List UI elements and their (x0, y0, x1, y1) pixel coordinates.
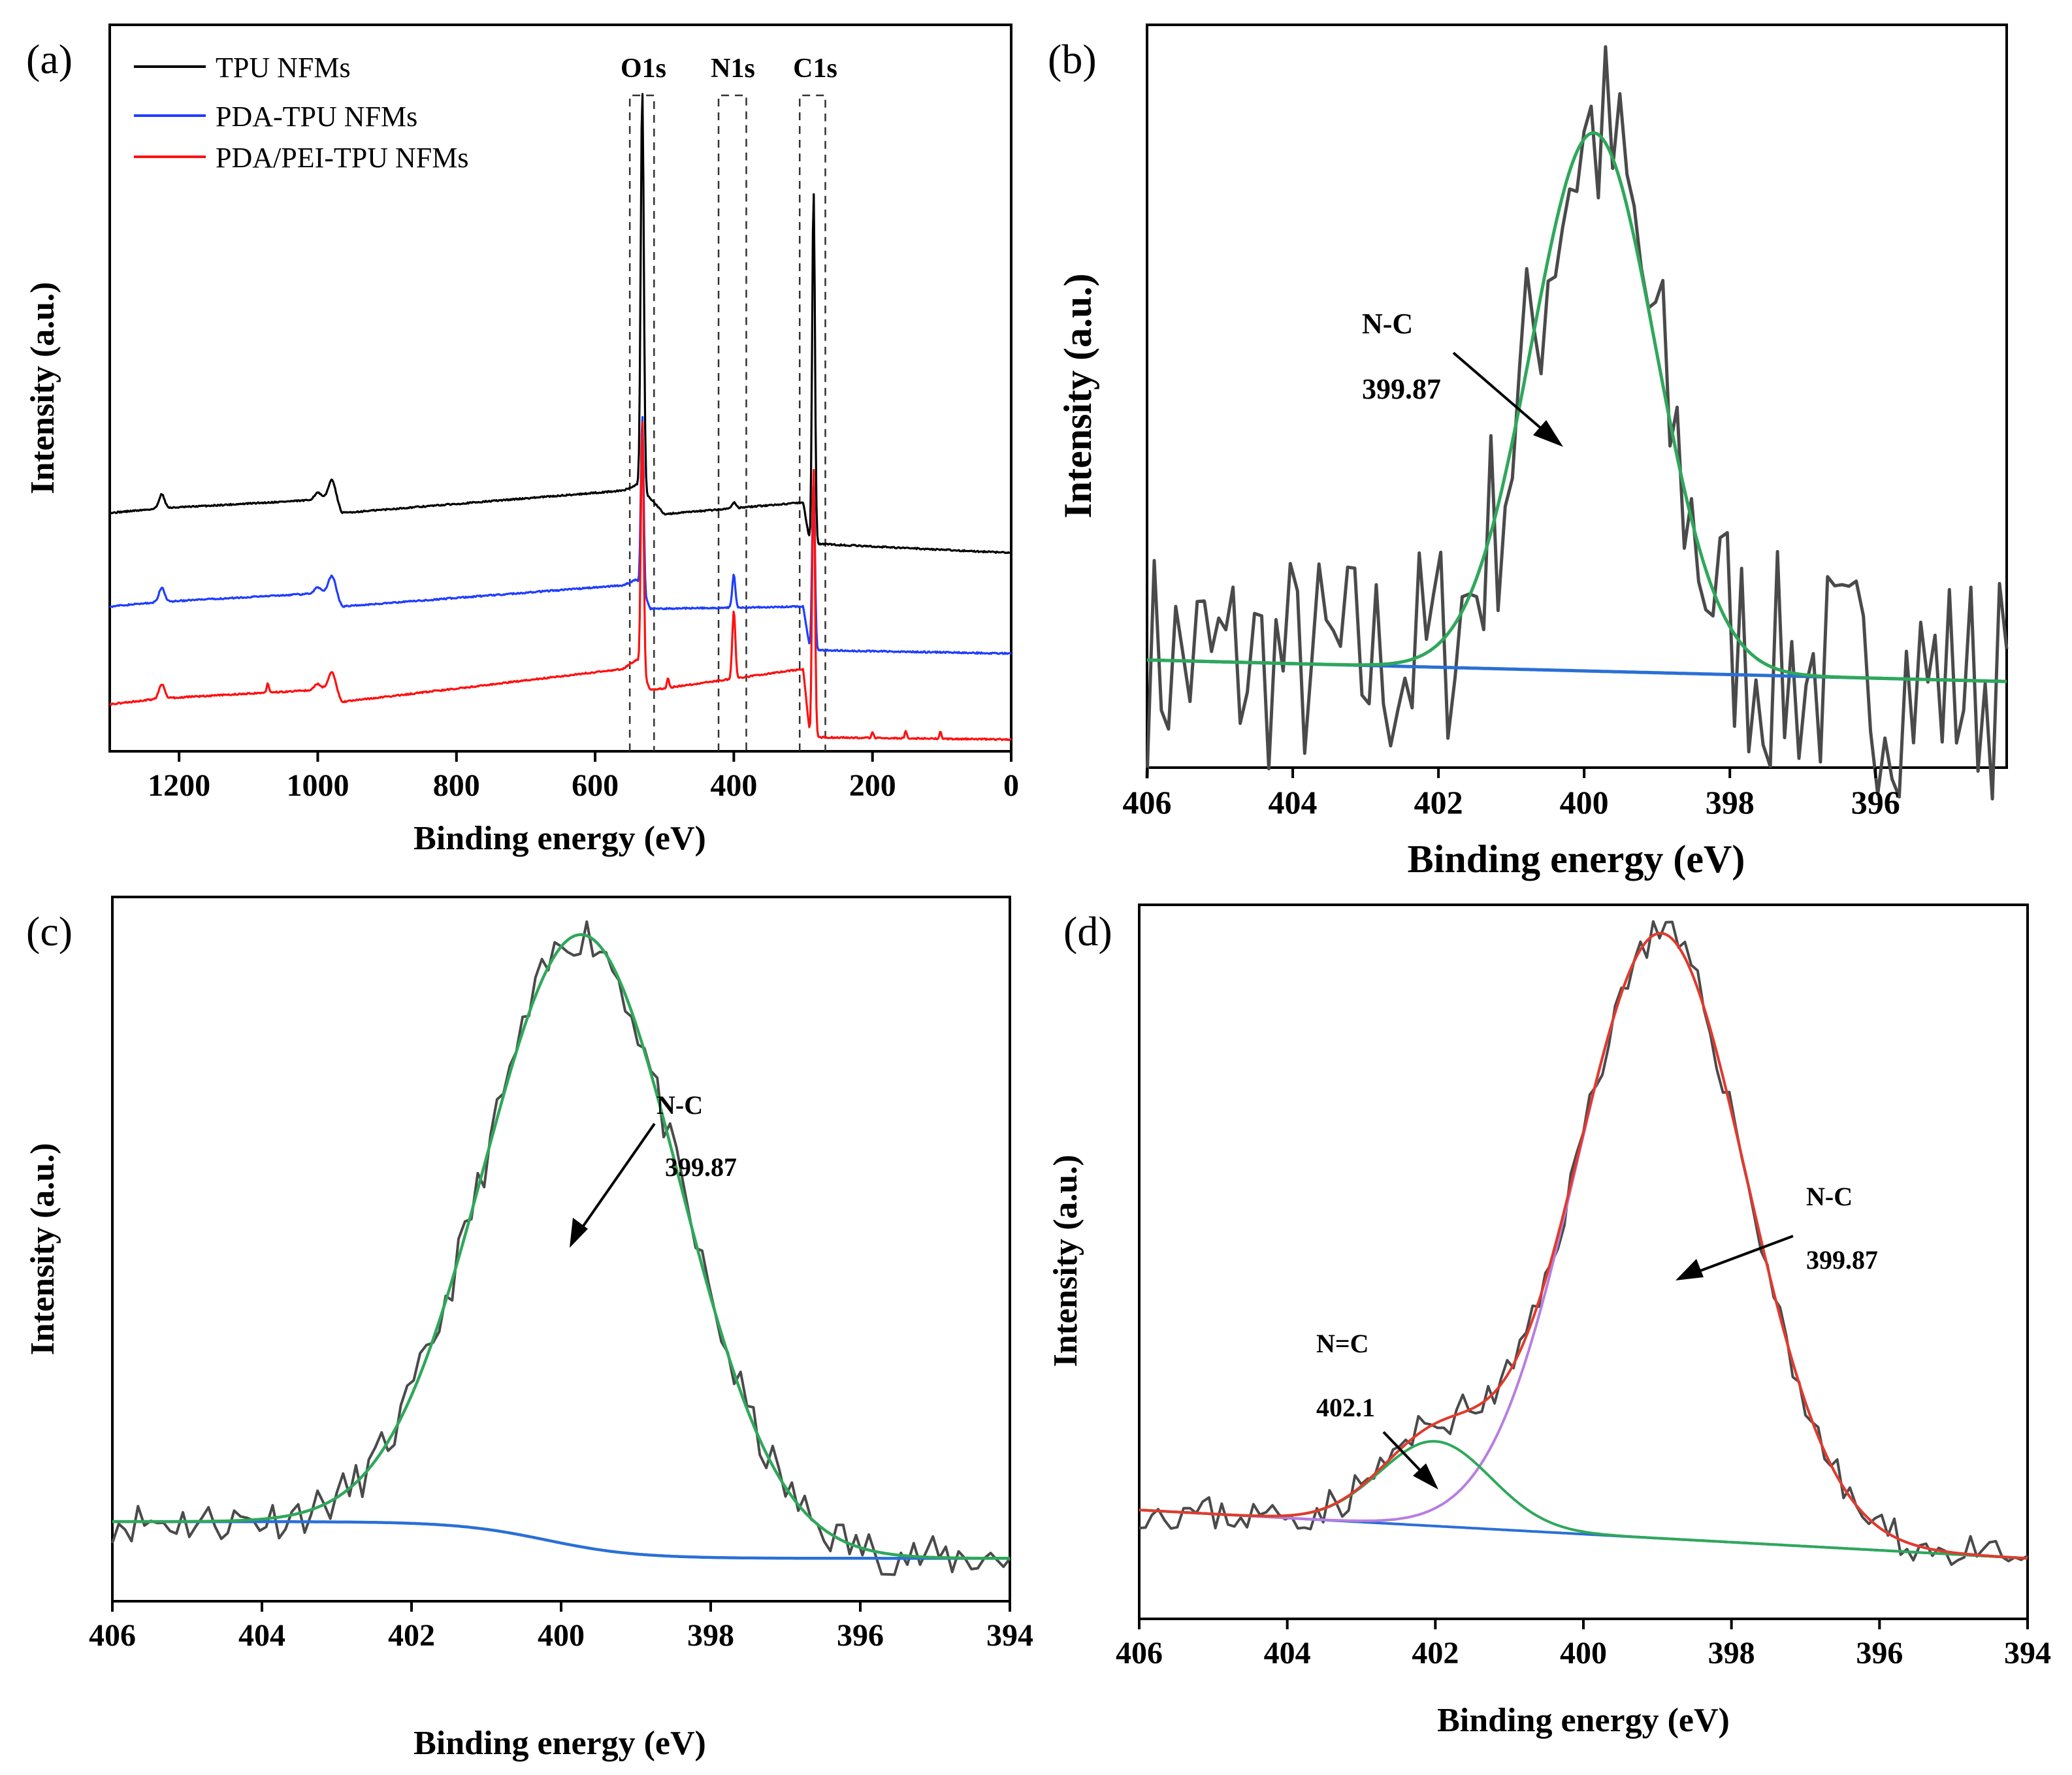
curve-baseline (112, 1520, 1010, 1560)
x-tick-label: 600 (572, 768, 619, 803)
x-tick-label: 398 (1706, 784, 1755, 821)
x-tick-label: 406 (1123, 784, 1172, 821)
x-tick-label: 398 (687, 1618, 734, 1653)
n1s-spectrum-d (1139, 920, 2029, 1567)
x-tick-label: 0 (1003, 768, 1019, 803)
panel-b-ylabel: Intensity (a.u.) (1056, 273, 1099, 518)
x-ticks: 406 404 402 400 398 396 (1123, 768, 1900, 821)
annotation-nc-value: 399.87 (665, 1152, 737, 1182)
n1s-spectrum-c (111, 920, 1011, 1576)
annotation-nc-value: 399.87 (1806, 1245, 1878, 1275)
x-ticks: 406 404 402 400 398 396 394 (89, 1601, 1033, 1653)
x-tick-label: 402 (1414, 784, 1463, 821)
raw-spectrum (111, 920, 1011, 1576)
region-label-c1s: C1s (793, 54, 837, 84)
panel-c-ylabel: Intensity (a.u.) (24, 1143, 61, 1355)
legend-label-pda-pei-tpu: PDA/PEI-TPU NFMs (216, 142, 469, 174)
x-tick-label: 400 (1560, 784, 1609, 821)
x-ticks: 1200 1000 800 600 400 200 0 (148, 751, 1019, 803)
panel-c-label: (c) (26, 908, 73, 954)
annotation-nc-label: N-C (1362, 308, 1413, 340)
peak-region-o1s (628, 94, 655, 751)
x-tick-label: 1000 (286, 768, 349, 803)
annotation-arrow-n-eq-c (1382, 1431, 1438, 1490)
annotation-arrow (570, 1122, 656, 1248)
panel-c-frame (111, 896, 1011, 1603)
x-tick-label: 406 (89, 1618, 136, 1653)
legend: TPU NFMs PDA-TPU NFMs PDA/PEI-TPU NFMs (134, 52, 469, 174)
annotation-nc-label: N-C (656, 1090, 703, 1120)
panel-a-xlabel: Binding energy (eV) (413, 820, 706, 857)
x-tick-label: 396 (1856, 1636, 1903, 1670)
panel-b-xlabel: Binding energy (eV) (1408, 838, 1745, 881)
x-tick-label: 394 (2004, 1636, 2051, 1670)
panel-c-xlabel: Binding energy (eV) (413, 1725, 706, 1762)
panel-b: (b) 406 404 402 400 398 396 N-C 399.87 Bindin… (1048, 24, 2009, 881)
spectrum-pda-pei-tpu-nfms (108, 421, 1012, 741)
peak-region-c1s (798, 94, 826, 751)
x-ticks: 406 404 402 400 398 396 394 (1116, 1619, 2051, 1670)
curve-n-c-fit (1146, 131, 2007, 683)
panel-a-frame (108, 24, 1012, 753)
panel-d-xlabel: Binding energy (eV) (1437, 1702, 1730, 1739)
x-tick-label: 398 (1708, 1636, 1755, 1670)
x-tick-label: 400 (1560, 1636, 1607, 1670)
x-tick-label: 406 (1116, 1636, 1163, 1670)
curve-n-c-fit (1139, 1440, 2028, 1560)
panel-d: (d) 406 404 402 400 398 396 394 N=C 402.1 N-C … (1047, 904, 2051, 1739)
raw-spectrum (1145, 45, 2009, 801)
x-tick-label: 402 (1412, 1636, 1459, 1670)
annotation-nc-value: 399.87 (1362, 373, 1441, 405)
x-tick-label: 200 (849, 768, 896, 803)
x-tick-label: 396 (1851, 784, 1900, 821)
region-label-n1s: N1s (711, 54, 755, 84)
x-tick-label: 396 (837, 1618, 884, 1653)
curve-envelope (1139, 932, 2028, 1560)
region-label-o1s: O1s (621, 54, 666, 84)
x-tick-label: 400 (538, 1618, 585, 1653)
annotation-nc-label: N-C (1806, 1182, 1853, 1211)
x-tick-label: 394 (986, 1618, 1033, 1653)
n1s-spectrum-b (1145, 45, 2009, 801)
panel-c: (c) 406 404 402 400 398 396 394 N-C 399.87 Bin… (24, 896, 1033, 1762)
annotation-n-eq-c-label: N=C (1316, 1329, 1369, 1358)
survey-spectra (108, 93, 1012, 741)
raw-spectrum (1139, 920, 2029, 1567)
panel-a-label: (a) (26, 36, 73, 82)
curve-n-c-fit (112, 933, 1010, 1560)
panel-d-frame (1138, 904, 2029, 1620)
x-tick-label: 800 (433, 768, 480, 803)
x-tick-label: 404 (238, 1618, 285, 1653)
curve-n-c-fit (1139, 932, 2028, 1560)
annotation-arrow (1452, 351, 1563, 447)
panel-d-ylabel: Intensity (a.u.) (1047, 1154, 1084, 1367)
spectrum-pda-tpu-nfms (109, 415, 1012, 655)
legend-label-pda-tpu: PDA-TPU NFMs (216, 101, 417, 133)
x-tick-label: 400 (710, 768, 757, 803)
x-tick-label: 402 (388, 1618, 435, 1653)
annotation-n-eq-c-value: 402.1 (1316, 1393, 1375, 1422)
spectrum-tpu-nfms (109, 93, 1012, 555)
panel-d-label: (d) (1063, 908, 1112, 954)
panel-a-ylabel: Intensity (a.u.) (24, 282, 61, 494)
peak-regions (628, 94, 826, 751)
panel-b-frame (1146, 24, 2008, 769)
legend-label-tpu: TPU NFMs (216, 52, 351, 84)
annotation-arrow-nc (1675, 1235, 1794, 1280)
x-tick-label: 404 (1269, 784, 1318, 821)
x-tick-label: 404 (1264, 1636, 1311, 1670)
panel-a: (a) 1200 1000 800 600 400 200 0 TPU NFMs PDA-T… (24, 24, 1019, 857)
x-tick-label: 1200 (148, 768, 210, 803)
panel-b-label: (b) (1048, 36, 1097, 82)
